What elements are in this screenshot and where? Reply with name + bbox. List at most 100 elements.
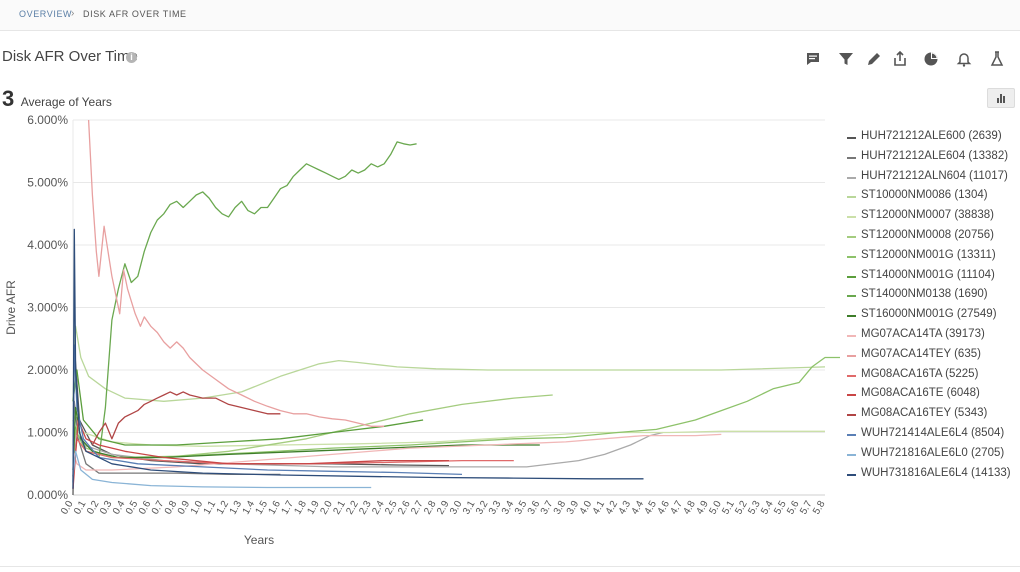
series-line — [72, 325, 826, 402]
legend-item[interactable]: MG07ACA14TEY (635) — [845, 347, 1020, 367]
y-tick-label: 0.000% — [27, 488, 68, 502]
chart-legend: HUH721212ALE600 (2639) HUH721212ALE604 (1… — [845, 129, 1020, 485]
chevron-right-icon: › — [71, 8, 75, 19]
legend-item[interactable]: HUH721212ALN604 (11017) — [845, 169, 1020, 189]
legend-swatch — [847, 374, 856, 377]
legend-swatch — [847, 137, 856, 139]
legend-swatch — [847, 433, 856, 436]
legend-swatch — [847, 315, 856, 318]
filter-icon[interactable] — [837, 50, 855, 68]
legend-label: ST16000NM001G (27549) — [861, 308, 997, 321]
legend-label: WUH721816ALE6L0 (2705) — [861, 446, 1005, 459]
series-line — [87, 119, 385, 427]
series-line — [72, 413, 825, 447]
legend-label: HUH721212ALN604 (11017) — [861, 169, 1008, 182]
legend-swatch — [847, 235, 856, 238]
y-tick-label: 3.000% — [27, 301, 68, 315]
legend-swatch — [847, 354, 856, 357]
bell-icon[interactable] — [955, 50, 973, 68]
series-line — [72, 394, 553, 459]
legend-item[interactable]: MG08ACA16TE (6048) — [845, 386, 1020, 406]
legend-label: ST14000NM0138 (1690) — [861, 288, 988, 301]
legend-item[interactable]: ST12000NM0007 (38838) — [845, 208, 1020, 228]
series-line — [72, 356, 840, 459]
comment-icon[interactable] — [804, 50, 822, 68]
legend-label: MG08ACA16TEY (5343) — [861, 407, 988, 420]
legend-item[interactable]: WUH731816ALE6L4 (14133) — [845, 466, 1020, 486]
breadcrumb-overview-link[interactable]: OVERVIEW — [19, 9, 73, 19]
legend-swatch — [847, 473, 856, 476]
legend-label: ST12000NM0007 (38838) — [861, 209, 994, 222]
legend-item[interactable]: HUH721212ALE604 (13382) — [845, 149, 1020, 169]
series-line — [72, 450, 372, 489]
page-title: Disk AFR Over Time — [2, 48, 138, 65]
legend-label: MG08ACA16TA (5225) — [861, 367, 979, 380]
legend-item[interactable]: WUH721816ALE6L0 (2705) — [845, 446, 1020, 466]
y-tick-label: 2.000% — [27, 363, 68, 377]
legend-label: HUH721212ALE600 (2639) — [861, 130, 1002, 142]
legend-swatch — [847, 295, 856, 298]
legend-label: HUH721212ALE604 (13382) — [861, 149, 1009, 162]
legend-swatch — [847, 176, 856, 179]
footer-divider — [0, 566, 1020, 567]
y-tick-label: 5.000% — [27, 176, 68, 190]
summary: 3 Average of Years — [2, 86, 112, 112]
y-axis-title: Drive AFR — [4, 280, 18, 335]
series-line — [72, 228, 644, 489]
series-line — [72, 369, 424, 446]
legend-label: MG08ACA16TE (6048) — [861, 387, 980, 400]
series-line — [98, 141, 417, 458]
legend-label: MG07ACA14TEY (635) — [861, 347, 981, 360]
x-axis-title: Years — [244, 533, 274, 547]
series-line — [72, 438, 514, 477]
legend-item[interactable]: ST10000NM0086 (1304) — [845, 188, 1020, 208]
legend-label: ST12000NM001G (13311) — [861, 248, 996, 261]
legend-swatch — [847, 275, 856, 278]
legend-item[interactable]: MG08ACA16TEY (5343) — [845, 406, 1020, 426]
legend-item[interactable]: ST16000NM001G (27549) — [845, 307, 1020, 327]
legend-item[interactable]: MG08ACA16TA (5225) — [845, 367, 1020, 387]
legend-label: ST14000NM001G (11104) — [861, 268, 995, 281]
legend-label: WUH731816ALE6L4 (14133) — [861, 466, 1011, 479]
y-tick-label: 1.000% — [27, 426, 68, 440]
legend-item[interactable]: ST12000NM0008 (20756) — [845, 228, 1020, 248]
y-tick-label: 4.000% — [27, 238, 68, 252]
afr-line-chart: 0.000% 1.000% 2.000% 3.000% 4.000% 5.000% 6.00… — [4, 113, 840, 547]
info-icon[interactable]: i — [126, 52, 137, 63]
legend-swatch — [847, 216, 856, 219]
y-tick-label: 6.000% — [27, 113, 68, 127]
series-line — [72, 431, 664, 477]
legend-label: WUH721414ALE6L4 (8504) — [861, 426, 1005, 439]
flask-icon[interactable] — [988, 50, 1006, 68]
legend-item[interactable]: ST14000NM0138 (1690) — [845, 287, 1020, 307]
legend-item[interactable]: ST14000NM001G (11104) — [845, 268, 1020, 288]
series-line — [91, 391, 281, 446]
x-tick-label: 5.8 — [811, 499, 828, 517]
legend-swatch — [847, 255, 856, 258]
legend-swatch — [847, 453, 856, 456]
summary-value: 3 — [2, 86, 15, 111]
chart-type-button[interactable] — [987, 88, 1015, 108]
legend-item[interactable]: WUH721414ALE6L4 (8504) — [845, 426, 1020, 446]
series-line — [72, 419, 449, 489]
pie-chart-icon[interactable] — [922, 50, 940, 68]
series-line — [72, 433, 722, 471]
legend-swatch — [847, 334, 856, 337]
legend-item[interactable]: ST12000NM001G (13311) — [845, 248, 1020, 268]
legend-swatch — [847, 196, 856, 199]
edit-icon[interactable] — [865, 50, 883, 68]
legend-swatch — [847, 414, 856, 417]
legend-label: MG07ACA14TA (39173) — [861, 327, 985, 340]
summary-label: Average of Years — [20, 95, 112, 109]
legend-item[interactable]: HUH721212ALE600 (2639) — [845, 129, 1020, 149]
legend-label: ST12000NM0008 (20756) — [861, 228, 994, 241]
legend-label: ST10000NM0086 (1304) — [861, 189, 988, 202]
legend-swatch — [847, 394, 856, 397]
breadcrumb: OVERVIEW › DISK AFR OVER TIME — [0, 0, 1020, 31]
breadcrumb-current: DISK AFR OVER TIME — [83, 9, 187, 19]
share-icon[interactable] — [891, 50, 909, 68]
legend-swatch — [847, 156, 856, 159]
toolbar — [800, 50, 1010, 68]
legend-item[interactable]: MG07ACA14TA (39173) — [845, 327, 1020, 347]
bar-chart-icon — [997, 94, 1005, 103]
